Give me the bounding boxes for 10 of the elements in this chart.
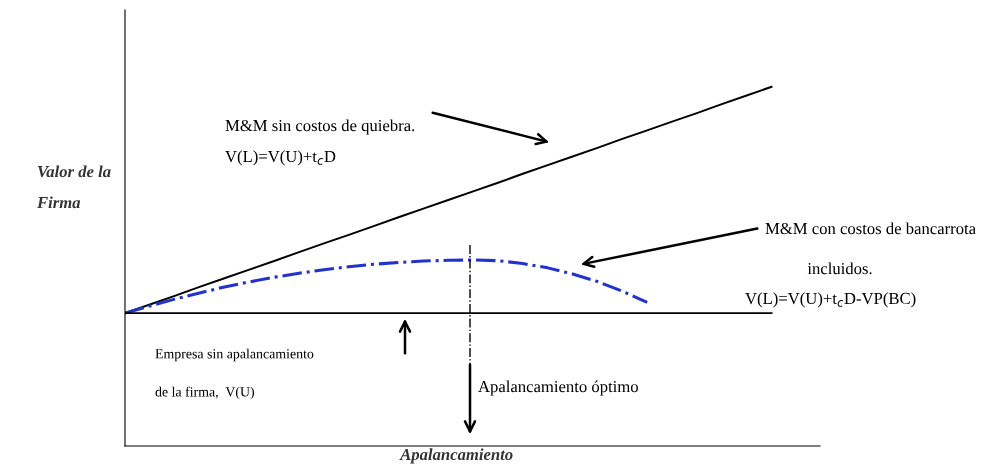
annotation: de la firma, V(U) xyxy=(155,386,255,400)
annotation: Empresa sin apalancamiento xyxy=(155,348,314,362)
y-axis-title: Valor de la Firma xyxy=(36,165,111,209)
x-axis-title: Apalancamiento xyxy=(399,448,513,464)
annotation: Apalancamiento óptimo xyxy=(478,380,638,396)
annotation: M&M con costos de bancarrota xyxy=(765,222,976,235)
annotation: V(L)=V(U)+t$_{c}$D xyxy=(225,150,336,166)
text: incluidos. xyxy=(807,262,872,275)
annotation: M&M sin costos de quiebra. xyxy=(225,119,415,135)
annotation: V(L)=V(U)+t$_{c}$D-VP(BC) xyxy=(745,292,916,308)
